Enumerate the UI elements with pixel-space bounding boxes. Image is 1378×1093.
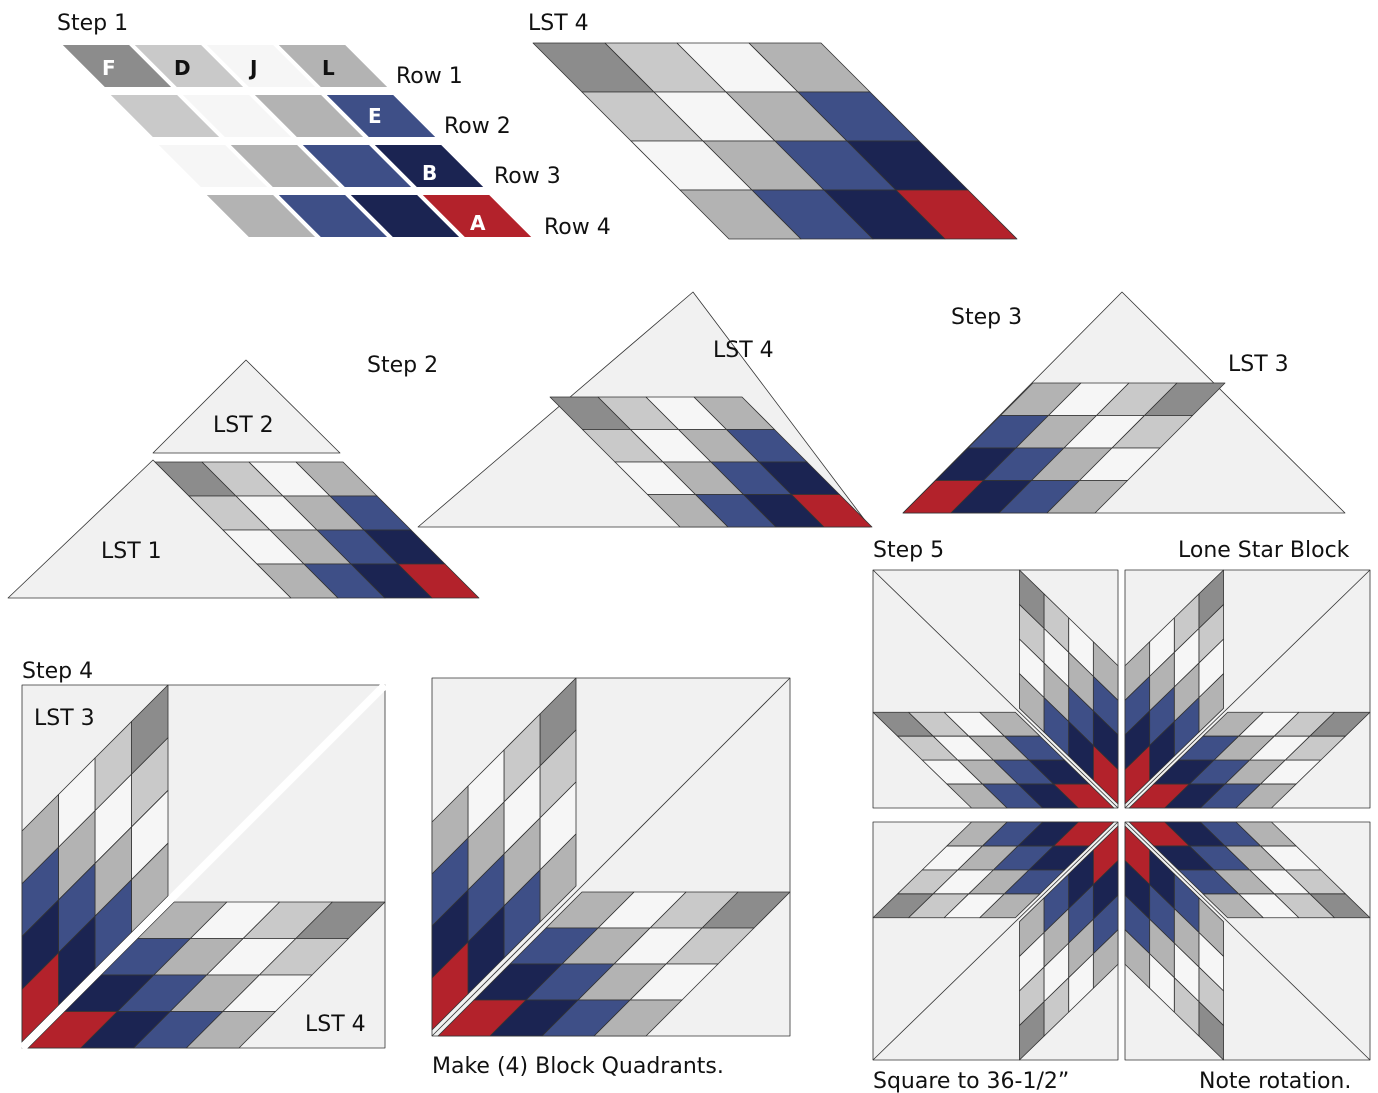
- diamond: [22, 953, 59, 1042]
- diamond: [274, 43, 392, 89]
- note: Square to 36-1/2”: [873, 1069, 1069, 1093]
- lst-label: LST 2: [213, 413, 274, 438]
- lst-label: LST 3: [34, 706, 95, 731]
- diamond: [1054, 784, 1114, 808]
- quadrant: [873, 822, 1118, 1060]
- step-title: Step 2: [367, 353, 438, 378]
- diamond: [322, 93, 440, 139]
- step-title: Step 3: [951, 305, 1022, 330]
- diamond: [896, 190, 1017, 239]
- row-label: Row 4: [544, 215, 611, 240]
- diamond: [418, 193, 536, 239]
- triangle: [153, 360, 340, 453]
- diamond: [1054, 822, 1114, 846]
- diamond: [438, 1000, 526, 1036]
- quadrant: [873, 570, 1118, 808]
- caption: Make (4) Block Quadrants.: [432, 1054, 724, 1079]
- lst-label: LST 4: [528, 11, 589, 36]
- diamond: [398, 564, 479, 598]
- diamond: [370, 143, 488, 189]
- diamond: [28, 1011, 117, 1048]
- shapes: [8, 43, 1370, 1060]
- lst-label: LST 1: [101, 539, 162, 564]
- lst-label: LST 3: [1228, 352, 1289, 377]
- step-title: Step 1: [57, 11, 128, 36]
- diamond: [1093, 826, 1118, 885]
- diamond: [1125, 826, 1150, 885]
- quadrant: [1125, 822, 1370, 1060]
- diamond: [1093, 746, 1118, 805]
- diagonal: [873, 822, 1118, 1060]
- diamond: [1125, 746, 1150, 805]
- labels: Step 1 F D J L E B A Row 1 Row 2 Row 3 R…: [22, 11, 1351, 1093]
- fabric-letter: A: [470, 211, 486, 235]
- diagonal: [1125, 822, 1370, 1060]
- diamond: [1047, 481, 1128, 514]
- diagonal: [873, 570, 1118, 808]
- row-label: Row 3: [494, 164, 561, 189]
- step-title: Step 5: [873, 538, 944, 563]
- gap: [22, 685, 385, 1048]
- fabric-letter: D: [174, 56, 191, 80]
- quadrant: [1125, 570, 1370, 808]
- block-title: Lone Star Block: [1178, 538, 1350, 563]
- diagonal: [1125, 570, 1370, 808]
- diamond: [792, 495, 873, 528]
- fabric-letter: J: [248, 56, 257, 80]
- row-label: Row 2: [444, 114, 511, 139]
- fabric-letter: E: [368, 104, 382, 128]
- step-title: Step 4: [22, 659, 93, 684]
- diamond: [1129, 822, 1189, 846]
- diamond: [1129, 784, 1189, 808]
- lst-label: LST 4: [305, 1012, 366, 1037]
- quadrant: [432, 678, 790, 1036]
- note: Note rotation.: [1199, 1069, 1351, 1093]
- fabric-letter: B: [422, 161, 437, 185]
- row-label: Row 1: [396, 64, 463, 89]
- fabric-letter: L: [322, 56, 335, 80]
- diamond: [432, 942, 468, 1030]
- diagonal: [432, 678, 790, 1036]
- quadrant: [22, 685, 385, 1048]
- fabric-letter: F: [102, 56, 116, 80]
- lst-label: LST 4: [713, 338, 774, 363]
